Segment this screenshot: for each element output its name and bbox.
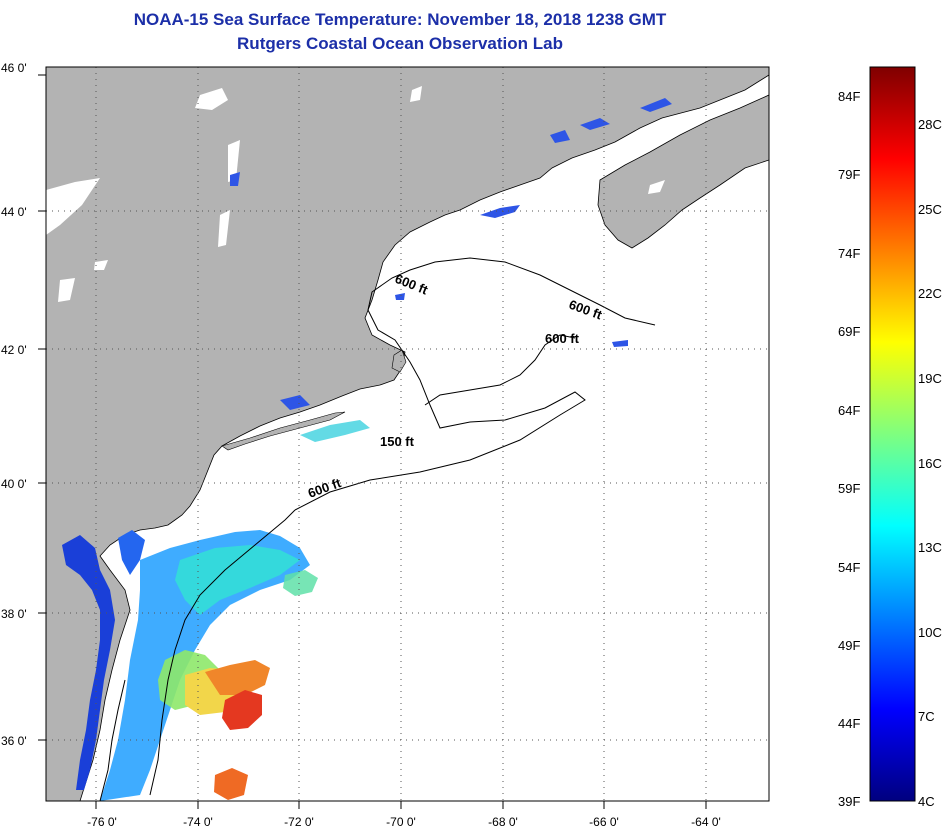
colorbar-f-label: 84F	[838, 89, 860, 104]
lat-label: 46 0'	[1, 61, 27, 75]
sst-warm-red	[222, 690, 262, 730]
colorbar-f-label: 44F	[838, 716, 860, 731]
colorbar	[869, 66, 916, 802]
lon-label: -74 0'	[183, 815, 213, 829]
colorbar-c-label: 16C	[918, 456, 942, 471]
colorbar-c-label: 25C	[918, 202, 942, 217]
sst-shelf-band	[100, 530, 310, 801]
lat-labels: 46 0' 44 0' 42 0' 40 0' 38 0' 36 0'	[1, 61, 27, 748]
colorbar-min-c: 4C	[918, 794, 935, 809]
colorbar-f-label: 59F	[838, 481, 860, 496]
isobath-label: 150 ft	[380, 434, 415, 449]
colorbar-f-label: 79F	[838, 167, 860, 182]
axis-ticks	[38, 74, 707, 809]
colorbar-f-label: 69F	[838, 324, 860, 339]
land-cape-cod	[391, 349, 407, 373]
lat-label: 38 0'	[1, 607, 27, 621]
lon-label: -70 0'	[386, 815, 416, 829]
sst-nantucket-band	[300, 420, 370, 442]
colorbar-f-label: 49F	[838, 638, 860, 653]
colorbar-c-label: 10C	[918, 625, 942, 640]
sst-delaware-bay	[118, 530, 145, 575]
sst-red-south	[214, 768, 248, 800]
lat-label: 36 0'	[1, 734, 27, 748]
map-subtitle: Rutgers Coastal Ocean Observation Lab	[237, 34, 563, 53]
lon-label: -76 0'	[87, 815, 117, 829]
colorbar-f-label: 74F	[838, 246, 860, 261]
lon-labels: -76 0' -74 0' -72 0' -70 0' -68 0' -66 0…	[87, 815, 721, 829]
colorbar-c-label: 28C	[918, 117, 942, 132]
lon-label: -66 0'	[589, 815, 619, 829]
colorbar-c-label: 7C	[918, 709, 935, 724]
land-mainland	[46, 67, 769, 801]
colorbar-min-f: 39F	[838, 794, 860, 809]
colorbar-f-label: 64F	[838, 403, 860, 418]
sst-chesapeake	[62, 535, 115, 790]
isobath-label: 600 ft	[545, 331, 580, 346]
sst-offshore-patch	[283, 570, 318, 596]
colorbar-c-label: 13C	[918, 540, 942, 555]
lat-label: 40 0'	[1, 477, 27, 491]
lat-label: 42 0'	[1, 343, 27, 357]
colorbar-c-label: 19C	[918, 371, 942, 386]
land-nova-scotia	[597, 94, 769, 249]
sst-shelf-cyan	[175, 545, 300, 615]
map-title: NOAA-15 Sea Surface Temperature: Novembe…	[133, 10, 667, 29]
colorbar-c-label: 22C	[918, 286, 942, 301]
colorbar-f-label: 54F	[838, 560, 860, 575]
graticule	[46, 67, 769, 801]
lon-label: -72 0'	[284, 815, 314, 829]
lat-label: 44 0'	[1, 205, 27, 219]
colorbar-labels: 84F 79F 74F 69F 64F 59F 54F 49F 44F 28C …	[838, 89, 942, 809]
lon-label: -64 0'	[691, 815, 721, 829]
lon-label: -68 0'	[488, 815, 518, 829]
land-long-island	[221, 411, 346, 451]
sst-warm-orange	[205, 660, 270, 695]
map-frame	[45, 66, 770, 802]
